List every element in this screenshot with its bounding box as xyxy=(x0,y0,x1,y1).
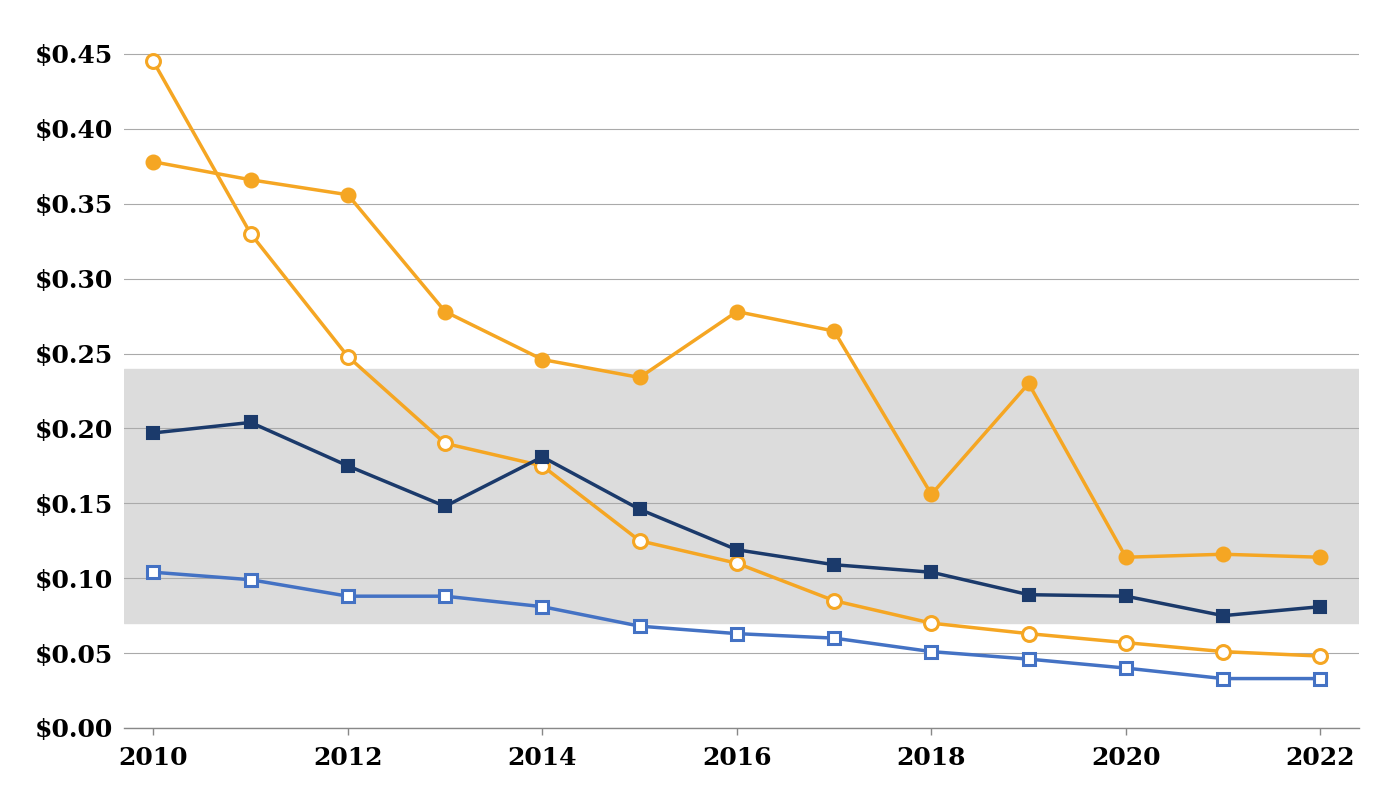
Bar xyxy=(124,369,1359,623)
